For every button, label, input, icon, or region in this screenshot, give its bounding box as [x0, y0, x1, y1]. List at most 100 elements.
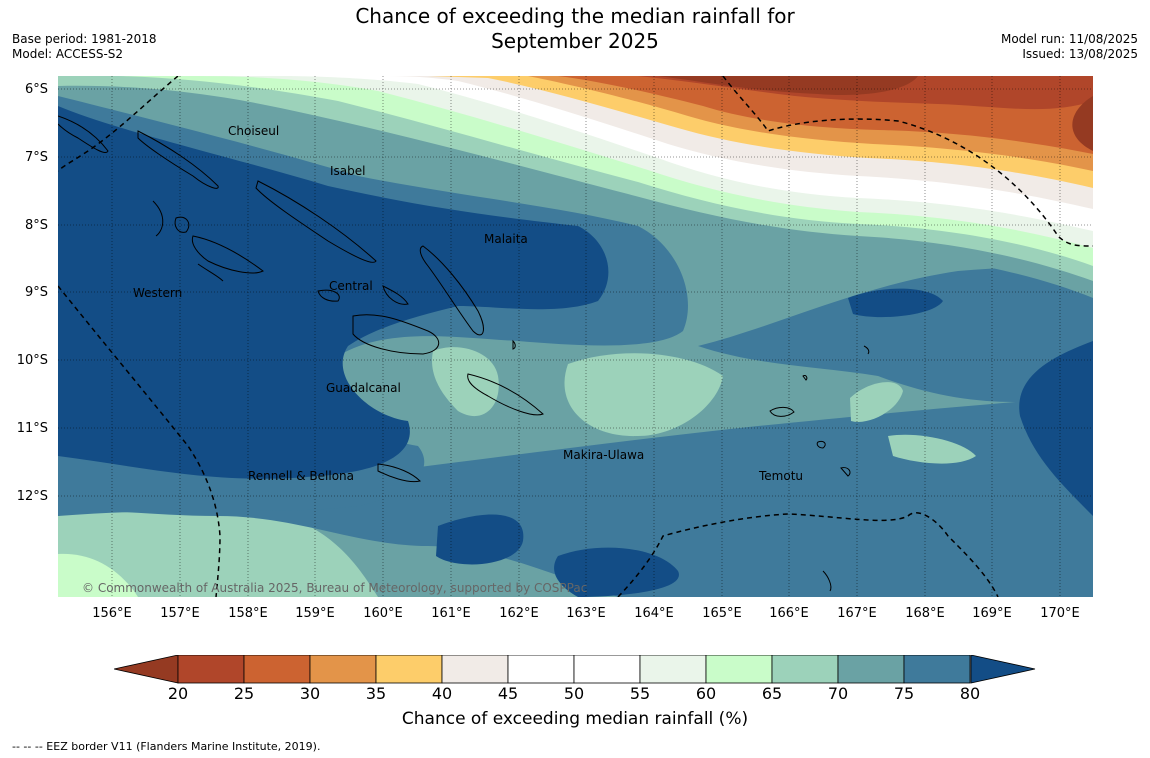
chart-title: Chance of exceeding the median rainfall … — [0, 4, 1150, 54]
colorbar-label: Chance of exceeding median rainfall (%) — [401, 709, 749, 729]
lat-label-12s: 12°S — [16, 489, 48, 504]
title-line-1: Chance of exceeding the median rainfall … — [355, 4, 795, 28]
colorbar-cell-50 — [573, 655, 641, 684]
lon-label-159e: 159°E — [295, 606, 335, 621]
band-65-70-east-2 — [888, 434, 976, 464]
band-below-20-north — [658, 76, 918, 96]
island-malaita — [419, 245, 484, 336]
band-80-east-blob — [848, 288, 943, 318]
lon-label-168e: 168°E — [905, 606, 945, 621]
eez-footer-note: -- -- -- EEZ border V11 (Flanders Marine… — [12, 740, 321, 753]
lon-label-169e: 169°E — [972, 606, 1012, 621]
lon-label-156e: 156°E — [92, 606, 132, 621]
meta-left: Base period: 1981-2018 Model: ACCESS-S2 — [12, 32, 157, 62]
lon-label-157e: 157°E — [160, 606, 200, 621]
island-new-georgia — [191, 235, 264, 274]
lon-label-160e: 160°E — [363, 606, 403, 621]
colorbar-tick-40: 40 — [431, 684, 453, 703]
label-isabel: Isabel — [330, 164, 366, 178]
island-guadalcanal — [352, 314, 440, 355]
band-80-west — [58, 106, 609, 479]
colorbar-tick-30: 30 — [299, 684, 321, 703]
colorbar-cell-40 — [441, 655, 509, 684]
title-line-2: September 2025 — [491, 29, 659, 53]
colorbar-cell-65 — [771, 655, 839, 684]
band-75-80-east — [698, 266, 1093, 402]
band-65-70-east-1 — [850, 382, 903, 422]
label-choiseul: Choiseul — [228, 124, 280, 138]
colorbar-cell-20 — [177, 655, 245, 684]
issued-date: Issued: 13/08/2025 — [1022, 47, 1138, 61]
island-choiseul — [137, 130, 219, 189]
lon-label-162e: 162°E — [499, 606, 539, 621]
model-name: Model: ACCESS-S2 — [12, 47, 124, 61]
colorbar-cell-60 — [705, 655, 773, 684]
lon-label-170e: 170°E — [1040, 606, 1080, 621]
colorbar-cell-45 — [507, 655, 575, 684]
meta-right: Model run: 11/08/2025 Issued: 13/08/2025 — [1001, 32, 1138, 62]
rainfall-map — [58, 76, 1093, 597]
island-rennell — [377, 463, 421, 483]
lon-label-161e: 161°E — [431, 606, 471, 621]
base-period: Base period: 1981-2018 — [12, 32, 157, 46]
label-malaita: Malaita — [484, 232, 528, 246]
lon-label-164e: 164°E — [634, 606, 674, 621]
lon-label-163e: 163°E — [566, 606, 606, 621]
island-isabel — [255, 180, 377, 263]
island-tikopia — [802, 375, 808, 381]
colorbar-low-extension — [114, 655, 179, 684]
lat-label-11s: 11°S — [16, 421, 48, 436]
island-anuta — [822, 570, 832, 592]
island-ulawa — [512, 339, 516, 350]
lon-label-167e: 167°E — [837, 606, 877, 621]
lat-label-9s: 9°S — [24, 285, 48, 300]
island-vanikoro — [816, 441, 826, 449]
lon-label-166e: 166°E — [769, 606, 809, 621]
colorbar-cell-30 — [309, 655, 377, 684]
band-60-65-southwest-corner — [58, 553, 138, 597]
lon-label-165e: 165°E — [702, 606, 742, 621]
colorbar-cell-75 — [903, 655, 971, 684]
colorbar-tick-75: 75 — [893, 684, 915, 703]
island-makira — [467, 373, 544, 416]
colorbar-tick-70: 70 — [827, 684, 849, 703]
lat-label-6s: 6°S — [24, 82, 48, 97]
label-makira-ulawa: Makira-Ulawa — [563, 448, 645, 462]
band-80-south-blob — [436, 514, 524, 565]
island-santa-cruz — [769, 406, 795, 417]
island-florida — [317, 289, 340, 302]
copyright-notice: © Commonwealth of Australia 2025, Bureau… — [82, 581, 588, 595]
colorbar-tick-50: 50 — [563, 684, 585, 703]
label-guadalcanal: Guadalcanal — [326, 381, 401, 395]
island-utupua — [840, 467, 851, 477]
lat-label-7s: 7°S — [24, 150, 48, 165]
colorbar-cell-25 — [243, 655, 311, 684]
lon-label-158e: 158°E — [228, 606, 268, 621]
islands — [58, 115, 870, 592]
lat-label-8s: 8°S — [24, 218, 48, 233]
colorbar-tick-55: 55 — [629, 684, 651, 703]
band-65-70-central-2 — [432, 347, 499, 417]
model-run: Model run: 11/08/2025 — [1000, 32, 1138, 46]
label-western: Western — [133, 286, 183, 300]
label-central: Central — [329, 279, 373, 293]
band-75-80-south — [58, 396, 1093, 597]
colorbar-tick-65: 65 — [761, 684, 783, 703]
colorbar-tick-60: 60 — [695, 684, 717, 703]
island-kolombangara — [174, 216, 190, 233]
colorbar-tick-45: 45 — [497, 684, 519, 703]
band-65-70-central-1 — [564, 353, 723, 437]
island-rendova — [197, 263, 224, 282]
colorbar — [114, 655, 1036, 684]
colorbar-tick-80: 80 — [959, 684, 981, 703]
colorbar-tick-25: 25 — [233, 684, 255, 703]
colorbar-cell-70 — [837, 655, 905, 684]
island-duff — [863, 345, 870, 355]
band-80-east-edge — [1019, 341, 1093, 516]
colorbar-cell-35 — [375, 655, 443, 684]
colorbar-high-extension — [970, 655, 1036, 684]
colorbar-tick-20: 20 — [167, 684, 189, 703]
colorbar-tick-35: 35 — [365, 684, 387, 703]
island-savo — [382, 285, 409, 305]
band-below-20-east — [1072, 96, 1093, 151]
